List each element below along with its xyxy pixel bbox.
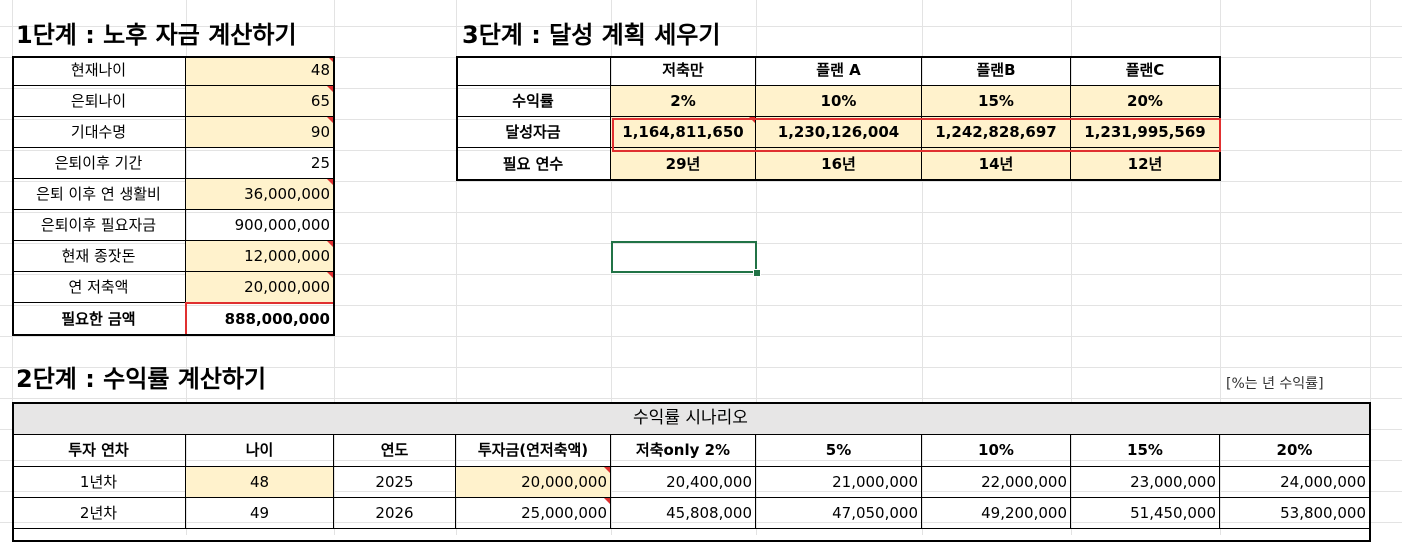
- grid-row-line: [0, 212, 1402, 213]
- step1-label-cell[interactable]: 은퇴 이후 연 생활비: [12, 179, 186, 210]
- step1-value-cell[interactable]: 65: [186, 86, 334, 117]
- step1-label-cell[interactable]: 은퇴이후 기간: [12, 148, 186, 179]
- step3-value-cell[interactable]: 16년: [756, 148, 922, 181]
- step3-value-cell[interactable]: 29년: [611, 148, 756, 181]
- scenario-data-cell[interactable]: 2년차: [12, 498, 186, 529]
- step3-value-cell[interactable]: 1,242,828,697: [922, 117, 1071, 148]
- grid-column-line: [922, 0, 923, 535]
- step3-value-cell[interactable]: 10%: [756, 86, 922, 117]
- fill-handle[interactable]: [753, 269, 761, 277]
- grid-column-line: [1370, 0, 1371, 535]
- step3-title: 3단계 : 달성 계획 세우기: [462, 21, 721, 49]
- step1-label-cell[interactable]: 연 저축액: [12, 272, 186, 303]
- step3-header-cell[interactable]: 저축만: [611, 56, 756, 86]
- grid-row-line: [0, 243, 1402, 244]
- scenario-data-cell[interactable]: 20,400,000: [611, 467, 756, 498]
- grid-row-line: [0, 181, 1402, 182]
- grid-row-line: [0, 26, 1402, 27]
- step3-header-cell[interactable]: 플랜B: [922, 56, 1071, 86]
- grid-row-line: [0, 398, 1402, 399]
- grid-row-line: [0, 460, 1402, 461]
- scenario-data-cell[interactable]: 2026: [334, 498, 456, 529]
- step1-label-cell[interactable]: 은퇴나이: [12, 86, 186, 117]
- grid-row-line: [0, 367, 1402, 368]
- step1-label-cell[interactable]: 현재나이: [12, 56, 186, 86]
- scenario-header-cell[interactable]: 저축only 2%: [611, 435, 756, 467]
- scenario-header-cell[interactable]: 투자 연차: [12, 435, 186, 467]
- grid-column-line: [456, 0, 457, 535]
- scenario-header-cell[interactable]: 20%: [1220, 435, 1370, 467]
- step3-value-cell[interactable]: 1,231,995,569: [1071, 117, 1220, 148]
- step3-row-label[interactable]: 필요 연수: [456, 148, 611, 181]
- scenario-data-cell[interactable]: 51,450,000: [1071, 498, 1220, 529]
- step1-label-cell[interactable]: 은퇴이후 필요자금: [12, 210, 186, 241]
- step1-label-cell[interactable]: 기대수명: [12, 117, 186, 148]
- step3-value-cell[interactable]: 15%: [922, 86, 1071, 117]
- scenario-data-cell[interactable]: 1년차: [12, 467, 186, 498]
- grid-row-line: [0, 274, 1402, 275]
- grid-row-line: [0, 336, 1402, 337]
- step1-value-cell[interactable]: 20,000,000: [186, 272, 334, 303]
- step3-value-cell[interactable]: 1,230,126,004: [756, 117, 922, 148]
- rate-note: [%는 년 수익률]: [1226, 376, 1324, 392]
- grid-column-line: [1071, 0, 1072, 535]
- scenario-data-cell[interactable]: 21,000,000: [756, 467, 922, 498]
- step2-title: 2단계 : 수익률 계산하기: [16, 365, 267, 393]
- step3-header-cell[interactable]: 플랜 A: [756, 56, 922, 86]
- step1-value-cell[interactable]: 888,000,000: [186, 303, 334, 336]
- scenario-data-cell[interactable]: 45,808,000: [611, 498, 756, 529]
- scenario-header-cell[interactable]: 나이: [186, 435, 334, 467]
- scenario-data-cell[interactable]: 48: [186, 467, 334, 498]
- step3-value-cell[interactable]: 12년: [1071, 148, 1220, 181]
- step3-row-label[interactable]: 달성자금: [456, 117, 611, 148]
- scenario-data-cell[interactable]: 53,800,000: [1220, 498, 1370, 529]
- scenario-header-cell[interactable]: 15%: [1071, 435, 1220, 467]
- step1-label-cell[interactable]: 현재 종잣돈: [12, 241, 186, 272]
- step1-value-cell[interactable]: 12,000,000: [186, 241, 334, 272]
- step3-value-cell[interactable]: 20%: [1071, 86, 1220, 117]
- scenario-header-cell[interactable]: 투자금(연저축액): [456, 435, 611, 467]
- scenario-data-cell[interactable]: 23,000,000: [1071, 467, 1220, 498]
- step1-value-cell[interactable]: 90: [186, 117, 334, 148]
- step1-value-cell[interactable]: 25: [186, 148, 334, 179]
- scenario-header-cell[interactable]: 5%: [756, 435, 922, 467]
- grid-row-line: [0, 491, 1402, 492]
- step1-value-cell[interactable]: 900,000,000: [186, 210, 334, 241]
- step1-title: 1단계 : 노후 자금 계산하기: [16, 21, 297, 49]
- scenario-data-cell[interactable]: 25,000,000: [456, 498, 611, 529]
- step3-row-label[interactable]: 수익률: [456, 86, 611, 117]
- grid-row-line: [0, 522, 1402, 523]
- scenario-data-cell[interactable]: 2025: [334, 467, 456, 498]
- step3-value-cell[interactable]: 2%: [611, 86, 756, 117]
- scenario-header-cell[interactable]: 10%: [922, 435, 1071, 467]
- scenario-data-cell[interactable]: 24,000,000: [1220, 467, 1370, 498]
- step3-header-cell[interactable]: 플랜C: [1071, 56, 1220, 86]
- scenario-data-cell[interactable]: 49,200,000: [922, 498, 1071, 529]
- step3-header-cell[interactable]: [456, 56, 611, 86]
- scenario-title-cell[interactable]: 수익률 시나리오: [12, 403, 1370, 435]
- grid-row-line: [0, 305, 1402, 306]
- step1-value-cell[interactable]: 48: [186, 56, 334, 86]
- step3-value-cell[interactable]: 1,164,811,650: [611, 117, 756, 148]
- step1-value-cell[interactable]: 36,000,000: [186, 179, 334, 210]
- scenario-data-cell[interactable]: 20,000,000: [456, 467, 611, 498]
- scenario-data-cell[interactable]: 47,050,000: [756, 498, 922, 529]
- step1-label-cell[interactable]: 필요한 금액: [12, 303, 186, 336]
- selected-cell[interactable]: [611, 241, 757, 273]
- scenario-data-cell[interactable]: 49: [186, 498, 334, 529]
- scenario-data-cell[interactable]: 22,000,000: [922, 467, 1071, 498]
- scenario-header-cell[interactable]: 연도: [334, 435, 456, 467]
- step3-value-cell[interactable]: 14년: [922, 148, 1071, 181]
- grid-column-line: [1220, 0, 1221, 535]
